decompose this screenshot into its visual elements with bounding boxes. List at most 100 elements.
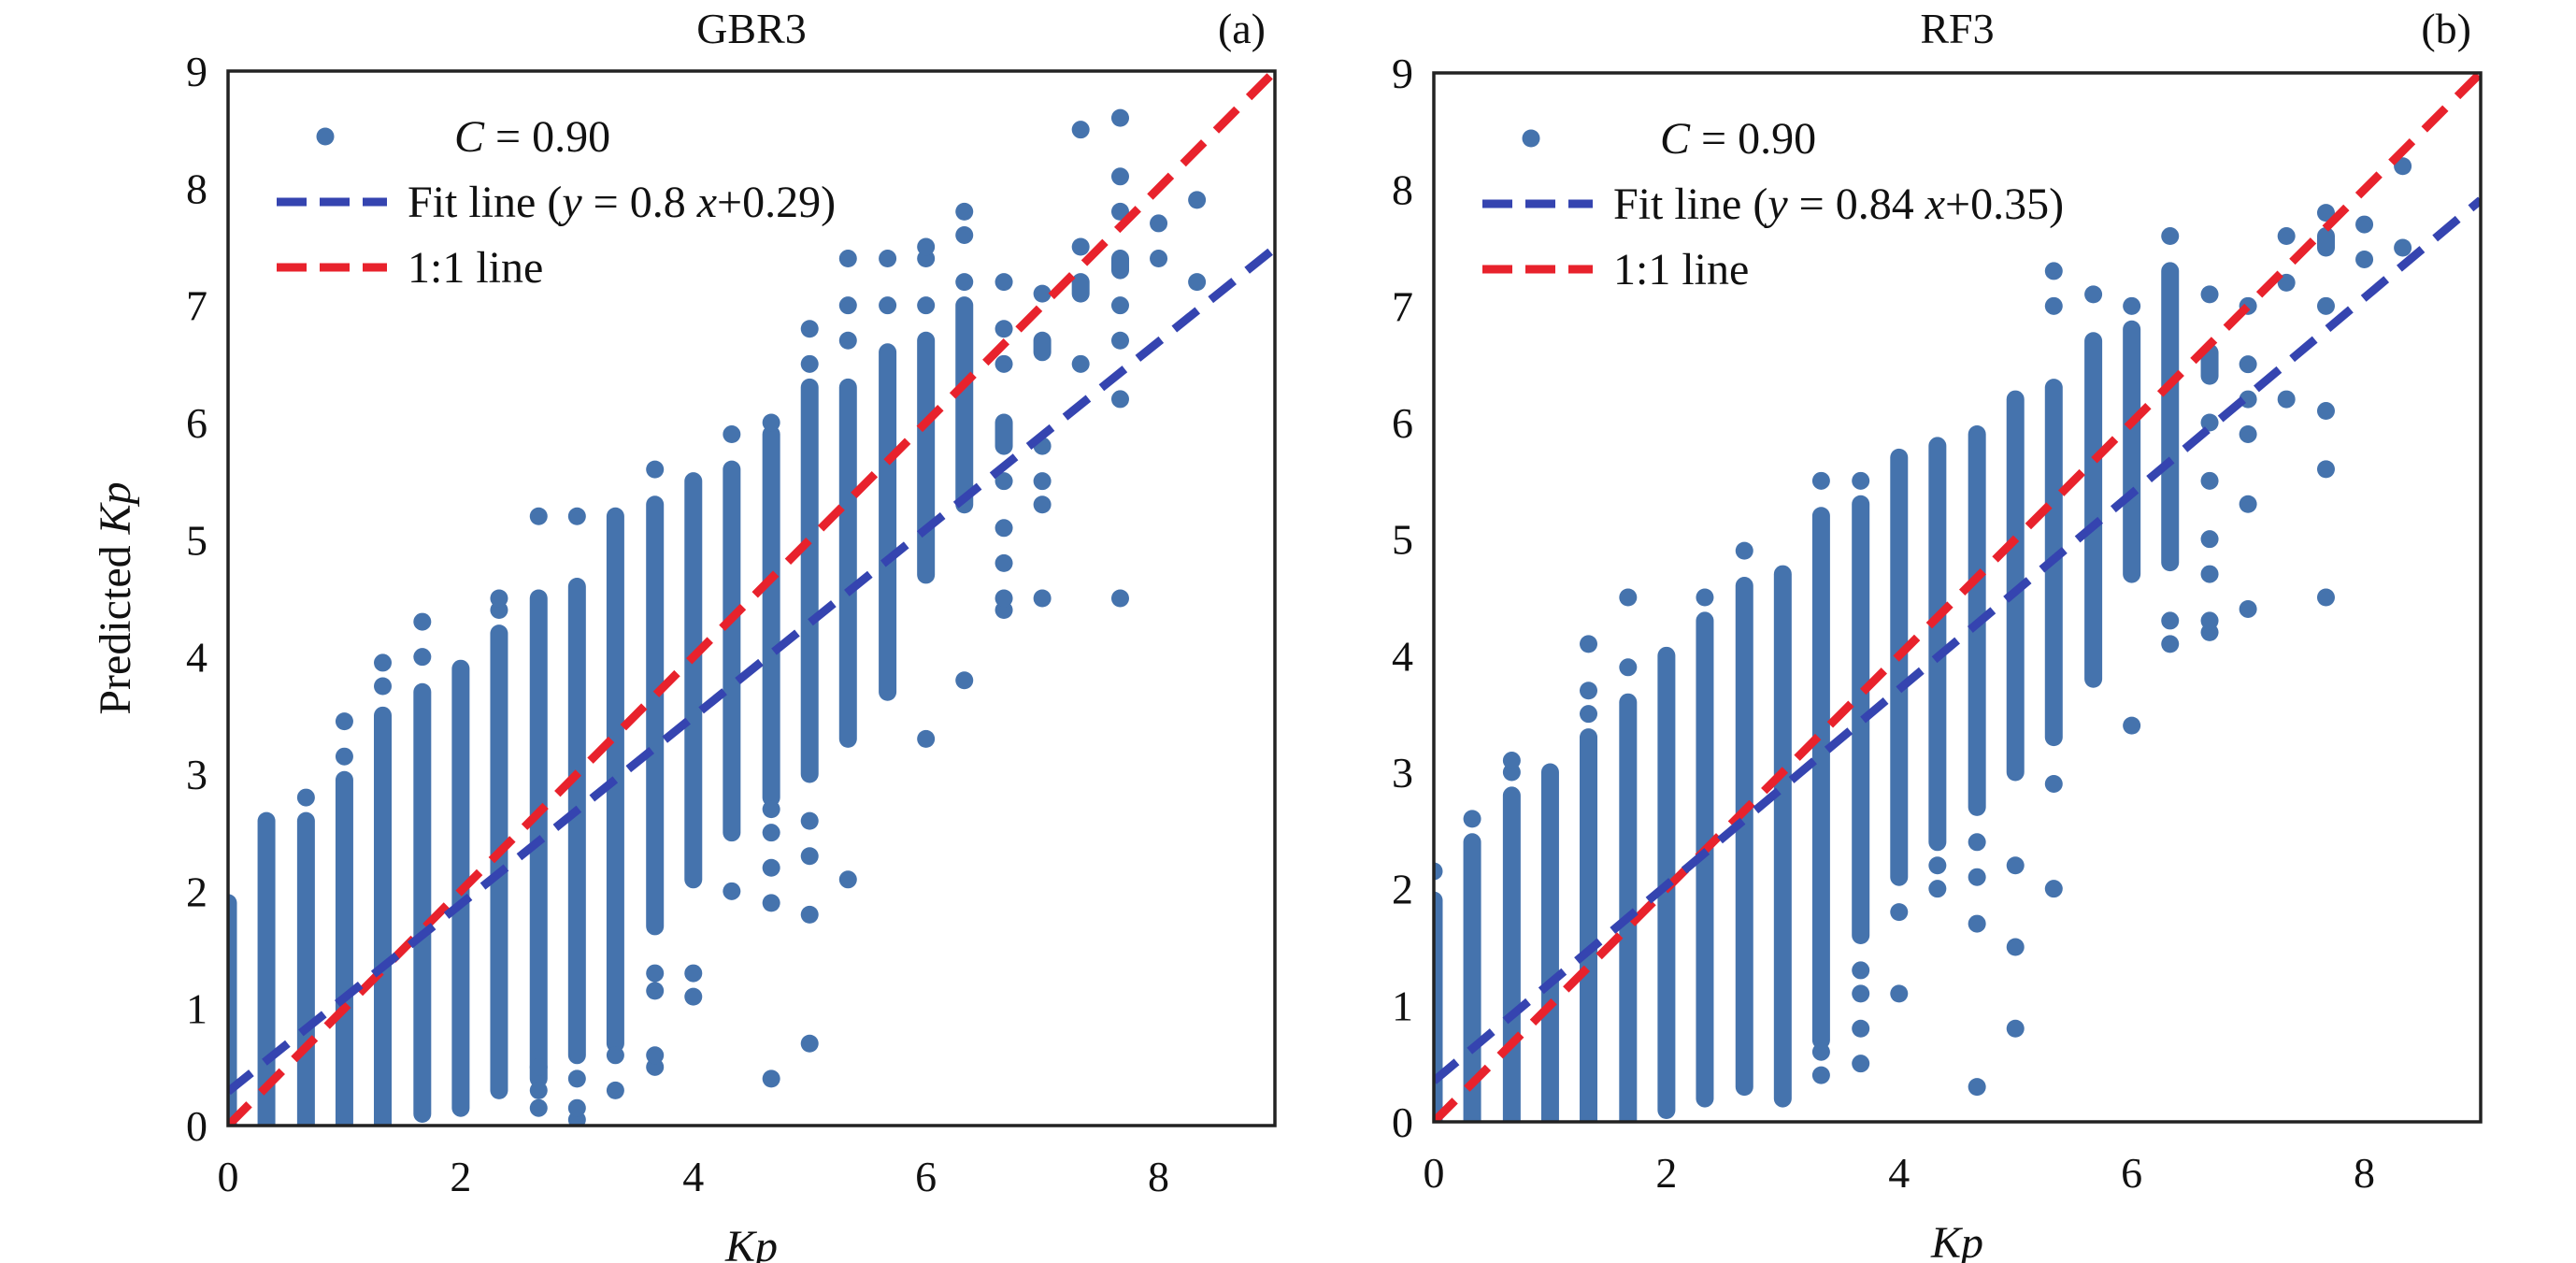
data-point [955,202,974,221]
point-cluster-kp-5.67 [879,343,897,701]
y-tick-label: 2 [1392,866,1413,913]
legend-label: 1:1 line [1613,245,1749,294]
data-point [1696,588,1714,607]
point-cluster-kp-6.00 [2123,320,2141,583]
point-cluster-kp-1.00 [1540,763,1559,1122]
data-point [1188,191,1207,209]
data-point [723,425,741,444]
legend-label: Fit line (y = 0.8 x+0.29) [408,178,836,227]
data-point [1852,1055,1870,1073]
data-point [413,612,432,631]
data-point [2200,530,2219,549]
data-point [1110,331,1129,350]
legend-label-part: = 0.8 [582,178,697,227]
data-point [529,507,548,525]
point-cluster-kp-4.00 [1890,448,1909,886]
point-cluster-kp-0.33 [257,811,276,1126]
data-point [2394,238,2412,257]
data-point [1434,862,1443,881]
data-point [1110,589,1129,608]
x-tick-label: 8 [1148,1153,1169,1200]
fit-line [228,244,1275,1096]
reference-lines [228,71,1275,1126]
data-point [955,671,974,690]
legend: C = 0.90 Fit line (y = 0.84 x+0.35) 1:1 li… [1482,114,2064,294]
data-point [684,987,703,1006]
x-tick-label: 6 [2121,1149,2142,1197]
data-point [1033,495,1052,514]
y-tick-label: 4 [186,634,208,682]
point-cluster-kp-5.33 [838,378,857,748]
point-cluster-kp-7.67 [2316,227,2335,257]
y-tick-label: 1 [1392,982,1413,1029]
data-point [2044,296,2063,315]
point-cluster-kp-4.67 [762,425,780,807]
point-cluster-kp-2.33 [490,624,508,1099]
legend-item-marker: C = 0.90 [316,112,610,162]
data-point [879,296,897,315]
y-tick-label: 4 [1392,632,1413,680]
legend-label-value: = 0.90 [484,112,610,162]
data-point [1110,390,1129,409]
data-point [2044,262,2063,280]
data-point [2006,1019,2025,1038]
data-point [1968,1078,1986,1097]
data-point [1890,984,1909,1003]
data-point [917,237,936,256]
data-point [995,472,1013,491]
data-point [296,788,315,807]
data-point [606,1081,624,1099]
data-point [2239,599,2257,618]
data-point [762,413,780,432]
data-point [1811,1042,1830,1061]
legend-label-variable: C [1660,114,1691,164]
y-tick-label: 6 [1392,399,1413,447]
point-cluster-kp-3.00 [1773,565,1792,1108]
legend-item-identity: 1:1 line [277,243,543,293]
data-point [762,1069,780,1088]
data-point [1502,752,1521,770]
data-point [800,354,819,373]
data-point [995,553,1013,572]
data-point [335,712,353,731]
data-point [413,648,432,667]
x-tick-label: 2 [450,1153,471,1200]
data-point [646,964,665,983]
data-point [800,847,819,866]
data-point [838,870,857,889]
point-cluster-kp-0.67 [1502,786,1521,1122]
x-axis-label: Kp [1930,1218,1983,1263]
x-tick-label: 6 [915,1153,937,1200]
data-point [838,250,857,268]
plot-frame [1432,71,2483,1124]
legend-label-part: Fit line ( [1613,179,1767,229]
y-tick-label: 8 [1392,166,1413,214]
data-point [567,1069,586,1088]
data-point [567,507,586,525]
legend-item-identity: 1:1 line [1482,245,1749,294]
fit-line [1434,196,2481,1084]
data-point [2355,250,2374,268]
point-cluster-kp-6.33 [2161,262,2180,572]
data-point [1968,833,1986,852]
x-tick-label: 4 [1888,1149,1910,1197]
data-point [1735,541,1753,560]
y-tick-label: 7 [1392,282,1413,330]
data-point [800,811,819,830]
data-point [995,354,1013,373]
data-point [1852,471,1870,490]
x-tick-label: 4 [682,1153,704,1200]
legend-label: Fit line (y = 0.84 x+0.35) [1613,179,2064,229]
data-point [1811,1066,1830,1084]
data-point [1033,589,1052,608]
legend-marker-icon [316,127,335,146]
data-point [529,1057,548,1076]
point-cluster-kp-6.00 [917,331,936,584]
data-point [2394,157,2412,176]
data-point [646,1046,665,1065]
data-point [1852,1019,1870,1038]
legend-label: C = 0.90 [1660,114,1816,164]
reference-lines [1434,73,2481,1122]
